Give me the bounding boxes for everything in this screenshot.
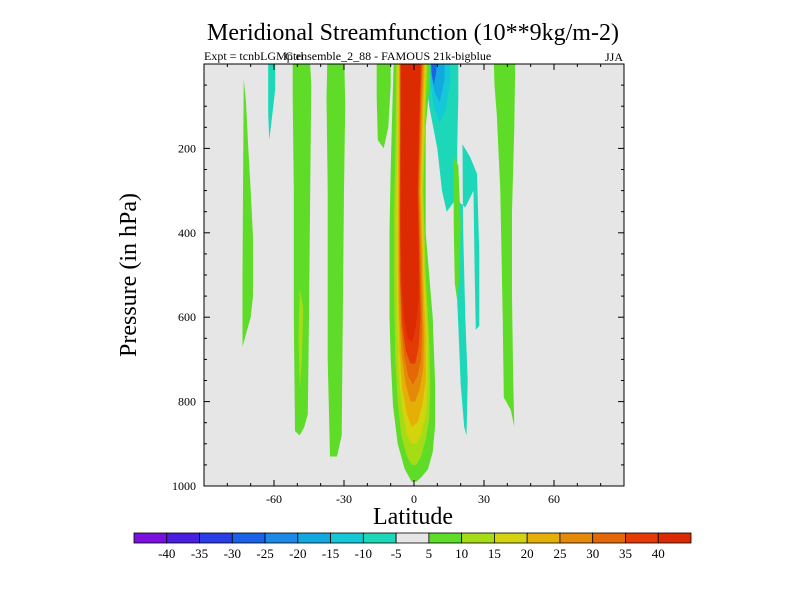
- colorbar-swatch: [560, 533, 593, 543]
- colorbar-label: -40: [158, 546, 175, 561]
- colorbar-label: 15: [488, 546, 501, 561]
- colorbar-swatch: [658, 533, 691, 543]
- y-tick-label: 200: [178, 141, 196, 155]
- y-tick-label: 1000: [172, 479, 196, 493]
- colorbar-label: 20: [521, 546, 534, 561]
- x-tick-label: -30: [336, 492, 352, 506]
- chart-overlap-text: Ctrl: [285, 49, 304, 63]
- colorbar-swatch: [331, 533, 364, 543]
- colorbar-swatch: [363, 533, 396, 543]
- y-tick-label: 800: [178, 395, 196, 409]
- chart-title: Meridional Streamfunction (10**9kg/m-2): [207, 20, 619, 46]
- chart-subtitle-left: Expt = tcnbLGMp ensemble_2_88 - FAMOUS 2…: [204, 49, 491, 63]
- colorbar-swatch: [494, 533, 527, 543]
- colorbar: -40 -35 -30 -25 -20 -15 -10 -5 5 10 15 20 25 30 35 40: [134, 533, 691, 561]
- colorbar-swatch: [232, 533, 265, 543]
- chart-subtitle-right: JJA: [605, 50, 623, 64]
- colorbar-swatch: [200, 533, 233, 543]
- colorbar-label: 25: [553, 546, 566, 561]
- plot-area: -60-30030602004006008001000: [172, 43, 624, 506]
- y-axis-label: Pressure (in hPa): [116, 193, 142, 357]
- colorbar-swatch: [593, 533, 626, 543]
- colorbar-swatch: [527, 533, 560, 543]
- colorbar-swatch: [134, 533, 167, 543]
- colorbar-label: -35: [191, 546, 208, 561]
- colorbar-swatch: [396, 533, 429, 543]
- colorbar-label: 40: [652, 546, 665, 561]
- colorbar-swatch: [167, 533, 200, 543]
- colorbar-label: -5: [391, 546, 402, 561]
- colorbar-swatch: [429, 533, 462, 543]
- chart-canvas: Meridional Streamfunction (10**9kg/m-2) …: [0, 0, 800, 600]
- y-tick-label: 600: [178, 310, 196, 324]
- x-tick-label: 60: [548, 492, 560, 506]
- colorbar-swatch: [462, 533, 495, 543]
- colorbar-label: -20: [289, 546, 306, 561]
- colorbar-label: 5: [426, 546, 433, 561]
- x-tick-label: -60: [266, 492, 282, 506]
- colorbar-label: 30: [586, 546, 599, 561]
- colorbar-swatch: [298, 533, 331, 543]
- colorbar-label: -30: [224, 546, 241, 561]
- colorbar-swatch: [625, 533, 658, 543]
- colorbar-label: -25: [256, 546, 273, 561]
- colorbar-swatch: [265, 533, 298, 543]
- colorbar-label: -10: [355, 546, 372, 561]
- y-tick-label: 400: [178, 226, 196, 240]
- colorbar-label: -15: [322, 546, 339, 561]
- x-tick-label: 30: [478, 492, 490, 506]
- colorbar-label: 10: [455, 546, 468, 561]
- x-axis-label: Latitude: [373, 504, 453, 530]
- colorbar-label: 35: [619, 546, 632, 561]
